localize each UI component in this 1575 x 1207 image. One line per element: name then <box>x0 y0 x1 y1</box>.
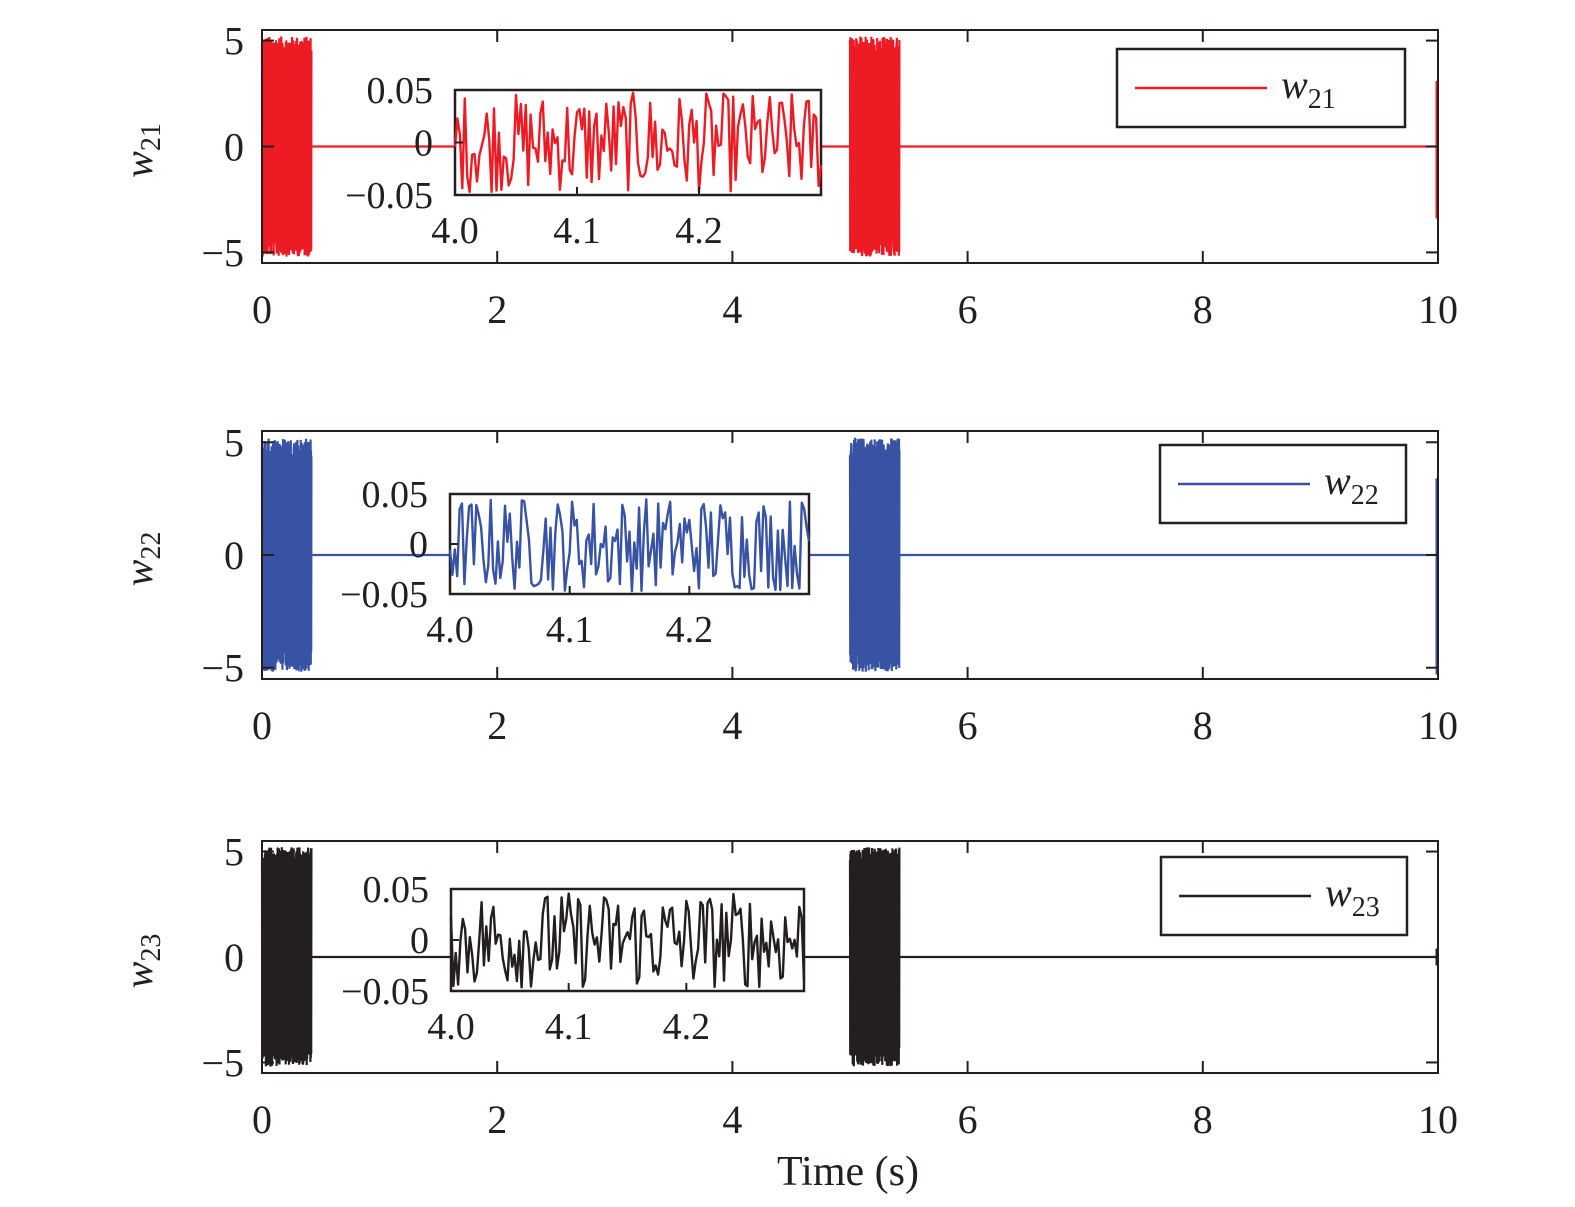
inset-y-tick-label: 0.05 <box>362 474 429 516</box>
x-tick-label: 4 <box>722 703 742 748</box>
inset-y-tick-label: 0 <box>409 524 428 566</box>
x-tick-label: 4 <box>722 1097 742 1142</box>
legend: w21 <box>1115 47 1407 129</box>
inset-x-tick-label: 4.0 <box>431 210 479 252</box>
inset-y-tick-label: 0 <box>410 920 429 962</box>
x-tick-label: 10 <box>1418 1097 1458 1142</box>
x-tick-label: 2 <box>487 703 507 748</box>
x-tick-label: 6 <box>958 703 978 748</box>
x-tick-label: 10 <box>1418 703 1458 748</box>
inset-y-tick-label: −0.05 <box>340 574 428 616</box>
inset-x-tick-label: 4.2 <box>666 609 714 651</box>
legend-label: w21 <box>1281 62 1336 115</box>
inset-x-tick-label: 4.0 <box>426 609 474 651</box>
legend-label: w22 <box>1324 458 1379 511</box>
legend: w22 <box>1158 443 1408 525</box>
inset-x-tick-label: 4.2 <box>663 1006 711 1048</box>
y-tick-label: 0 <box>224 533 244 578</box>
inset-y-tick-label: −0.05 <box>341 971 429 1013</box>
inset-series-line <box>453 91 823 193</box>
inset-x-tick-label: 4.2 <box>675 210 723 252</box>
inset-x-tick-label: 4.0 <box>427 1006 475 1048</box>
x-tick-label: 0 <box>252 287 272 332</box>
oscillation-burst-2 <box>850 56 900 237</box>
inset-y-tick-label: −0.05 <box>345 175 433 217</box>
x-tick-label: 8 <box>1193 703 1213 748</box>
y-tick-label: 5 <box>224 19 244 64</box>
inset-series-line <box>448 498 811 593</box>
y-tick-label: 5 <box>224 420 244 465</box>
y-tick-label: −5 <box>201 646 244 691</box>
y-tick-label: 5 <box>224 830 244 875</box>
x-tick-label: 4 <box>722 287 742 332</box>
x-tick-label: 0 <box>252 1097 272 1142</box>
x-tick-label: 6 <box>958 1097 978 1142</box>
legend-label: w23 <box>1325 870 1380 923</box>
inset: 4.0 4.1 4.2 0.05 0 −0.05 <box>341 869 806 1048</box>
inset-y-tick-label: 0.05 <box>367 70 434 112</box>
y-axis-label: w21 <box>116 123 167 178</box>
y-tick-label: −5 <box>201 1040 244 1085</box>
oscillation-burst-2 <box>850 867 900 1047</box>
inset-y-tick-label: 0.05 <box>363 869 430 911</box>
oscillation-burst-2 <box>850 458 900 652</box>
inset: 4.0 4.1 4.2 0.05 0 −0.05 <box>345 70 823 252</box>
x-tick-label: 6 <box>958 287 978 332</box>
y-tick-label: 0 <box>224 935 244 980</box>
inset: 4.0 4.1 4.2 0.05 0 −0.05 <box>340 474 811 651</box>
x-tick-label: 10 <box>1418 287 1458 332</box>
inset-x-tick-label: 4.1 <box>546 609 594 651</box>
inset-x-tick-label: 4.1 <box>545 1006 593 1048</box>
x-tick-label: 2 <box>487 287 507 332</box>
x-axis-label: Time (s) <box>777 1149 919 1195</box>
x-tick-label: 8 <box>1193 287 1213 332</box>
y-axis-label: w22 <box>116 532 167 587</box>
inset-x-tick-label: 4.1 <box>553 210 601 252</box>
x-tick-label: 0 <box>252 703 272 748</box>
x-tick-label: 2 <box>487 1097 507 1142</box>
y-axis-label: w23 <box>116 934 167 989</box>
y-tick-label: 0 <box>224 125 244 170</box>
inset-y-tick-label: 0 <box>414 123 433 165</box>
y-tick-label: −5 <box>201 230 244 275</box>
inset-series-line <box>449 892 806 989</box>
x-tick-label: 8 <box>1193 1097 1213 1142</box>
legend: w23 <box>1159 855 1409 937</box>
